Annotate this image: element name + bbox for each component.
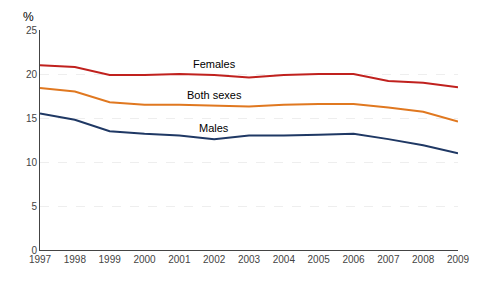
svg-text:15: 15 [26,113,38,124]
svg-text:20: 20 [26,69,38,80]
svg-text:2009: 2009 [447,254,470,265]
svg-text:Males: Males [199,122,229,134]
svg-text:10: 10 [26,157,38,168]
svg-text:Both sexes: Both sexes [187,89,242,101]
svg-text:0: 0 [31,245,37,256]
svg-text:%: % [23,10,34,24]
svg-text:2005: 2005 [308,254,331,265]
svg-text:1999: 1999 [99,254,122,265]
svg-text:2008: 2008 [412,254,435,265]
svg-text:2001: 2001 [168,254,191,265]
svg-text:2003: 2003 [238,254,261,265]
svg-text:Females: Females [193,58,236,70]
svg-text:1998: 1998 [64,254,87,265]
svg-text:2002: 2002 [203,254,226,265]
svg-text:1997: 1997 [29,254,52,265]
svg-text:2004: 2004 [273,254,296,265]
svg-text:5: 5 [31,201,37,212]
svg-text:2006: 2006 [342,254,365,265]
svg-text:2000: 2000 [133,254,156,265]
svg-text:2007: 2007 [377,254,400,265]
svg-text:25: 25 [26,25,38,36]
